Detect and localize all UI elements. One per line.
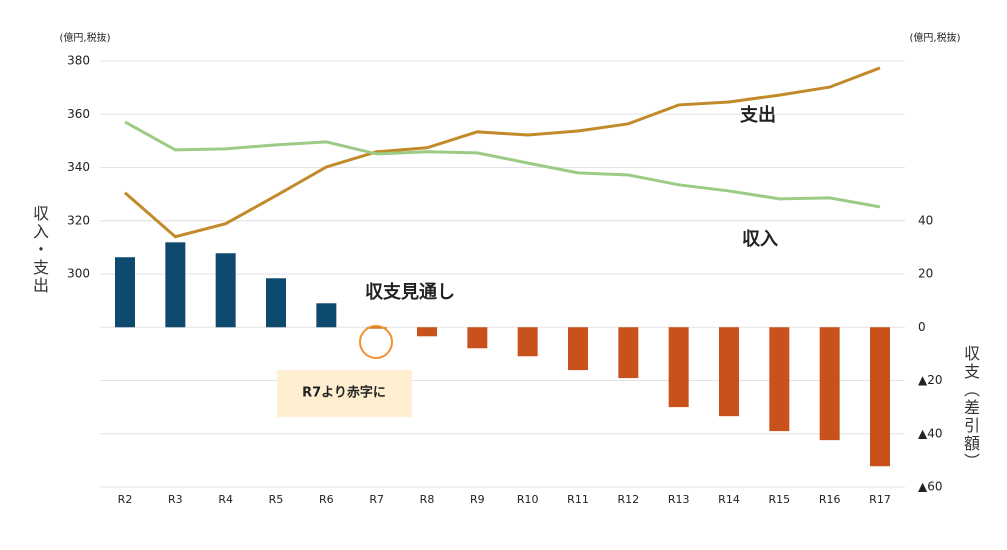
- x-tick-label: R11: [567, 493, 589, 506]
- bar: [215, 253, 236, 328]
- y2-tick-label: 40: [918, 213, 933, 227]
- y2-tick-label: 0: [918, 320, 926, 334]
- bar: [668, 327, 689, 408]
- bar: [769, 327, 790, 432]
- bar: [870, 327, 890, 467]
- x-tick-label: R10: [517, 493, 539, 506]
- x-tick-label: R5: [269, 493, 284, 506]
- left-unit: (億円,税抜): [60, 31, 111, 44]
- y2-tick-label: ▲60: [918, 480, 943, 494]
- bar: [417, 327, 437, 337]
- bar: [266, 278, 286, 328]
- x-tick-label: R8: [420, 493, 435, 506]
- x-tick-label: R3: [168, 493, 183, 506]
- bar: [719, 327, 739, 417]
- bar: [165, 242, 186, 328]
- y-tick-label: 380: [67, 54, 90, 68]
- y2-tick-label: 20: [918, 267, 933, 281]
- series-label: 収支見通し: [365, 281, 455, 303]
- x-tick-label: R9: [470, 493, 485, 506]
- y-tick-label: 300: [67, 267, 90, 281]
- x-tick-label: R17: [869, 493, 891, 506]
- bar: [316, 303, 337, 328]
- callout-text: R7より赤字に: [302, 385, 386, 401]
- line: [124, 120, 881, 209]
- x-tick-label: R15: [769, 493, 791, 506]
- y-tick-label: 340: [67, 160, 90, 174]
- series-label: 収入: [742, 229, 778, 250]
- right-unit: (億円,税抜): [910, 31, 961, 44]
- y2-tick-label: ▲40: [918, 426, 943, 440]
- x-tick-label: R14: [718, 493, 740, 506]
- y-axis-label: 収入・支出: [30, 205, 49, 295]
- callout-circle: [359, 325, 393, 359]
- bar: [618, 327, 639, 379]
- x-tick-label: R7: [369, 493, 384, 506]
- x-tick-label: R6: [319, 493, 334, 506]
- bar: [819, 327, 840, 441]
- y-tick-label: 320: [67, 213, 90, 227]
- bar: [568, 327, 588, 371]
- bar: [467, 327, 488, 349]
- series-label: 支出: [739, 104, 776, 126]
- y-tick-label: 360: [67, 107, 90, 121]
- bar: [517, 327, 538, 357]
- x-tick-label: R12: [618, 493, 640, 506]
- line: [124, 66, 881, 239]
- bar: [115, 257, 135, 328]
- y2-tick-label: ▲20: [918, 373, 943, 387]
- x-tick-label: R16: [819, 493, 841, 506]
- x-tick-label: R2: [118, 493, 133, 506]
- x-tick-label: R4: [218, 493, 233, 506]
- x-tick-label: R13: [668, 493, 690, 506]
- y2-axis-label: 収支（差引額）: [961, 345, 980, 471]
- bar: [366, 327, 387, 329]
- callout-box: [277, 370, 412, 417]
